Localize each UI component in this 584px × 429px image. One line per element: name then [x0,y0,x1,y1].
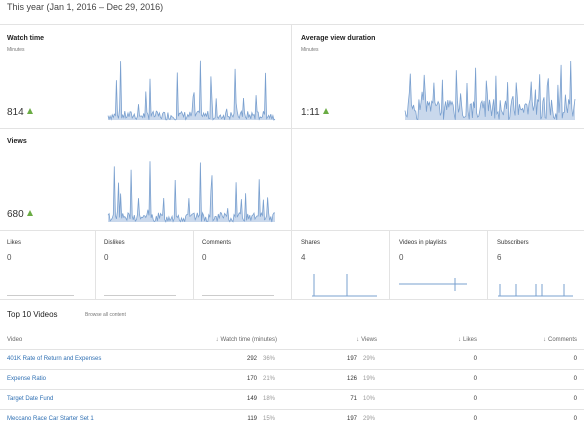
col-video[interactable]: Video [0,331,134,350]
watch-time-cell: 292 36% [134,349,284,370]
watch-time-unit: Minutes [7,47,25,53]
up-triangle-icon [322,108,329,114]
likes-cell: 0 [384,369,484,390]
subscribers-title: Subscribers [497,240,529,246]
sort-arrow-down-icon: ↓ [215,336,219,343]
likes-cell: 0 [384,349,484,370]
watch-time-cell: 170 21% [134,369,284,390]
shares-title: Shares [301,240,321,246]
watch-time-sparkline [107,60,276,121]
subscribers-sparkline [498,284,573,297]
table-row[interactable]: Expense Ratio 170 21% 126 19% 0 0 [0,369,584,390]
views-cell: 197 29% [284,349,384,370]
views-title: Views [7,138,27,145]
date-range-label[interactable]: This year (Jan 1, 2016 – Dec 29, 2016) [7,2,164,12]
views-value: 680 [7,209,33,220]
videos-in-playlists-title: Videos in playlists [399,240,447,246]
comments-cell: 0 [484,409,584,429]
comments-title: Comments [202,240,232,246]
comments-cell: 0 [484,389,584,410]
col-comments[interactable]: ↓ Comments [484,331,584,350]
views-cell: 71 10% [284,389,384,410]
views-sparkline [107,161,275,223]
table-row[interactable]: 401K Rate of Return and Expenses 292 36% … [0,349,584,370]
up-triangle-icon [26,210,33,216]
avg-view-duration-title: Average view duration [301,35,376,42]
dislikes-title: Dislikes [104,240,125,246]
video-title-link[interactable]: 401K Rate of Return and Expenses [0,349,134,370]
likes-cell: 0 [384,409,484,429]
arrow-down-icon: ↓ [457,336,461,343]
avg-view-duration-sparkline [404,60,576,121]
comments-value: 0 [202,253,207,262]
top10-title: Top 10 Videos [7,310,58,319]
watch-time-title: Watch time [7,35,45,42]
arrow-down-icon: ↓ [356,336,360,343]
views-cell: 126 19% [284,369,384,390]
video-title-link[interactable]: Target Date Fund [0,389,134,410]
avg-view-duration-unit: Minutes [301,47,319,53]
table-row[interactable]: Target Date Fund 149 18% 71 10% 0 0 [0,389,584,410]
comments-cell: 0 [484,349,584,370]
likes-cell: 0 [384,389,484,410]
watch-time-cell: 149 18% [134,389,284,410]
watch-time-cell: 119 15% [134,409,284,429]
subscribers-value: 6 [497,253,502,262]
col-views[interactable]: ↓ Views [284,331,384,350]
up-triangle-icon [26,108,33,114]
comments-cell: 0 [484,369,584,390]
views-cell: 197 29% [284,409,384,429]
col-watch-time[interactable]: ↓ Watch time (minutes) [134,331,284,350]
likes-value: 0 [7,253,12,262]
shares-sparkline [312,274,377,297]
video-title-link[interactable]: Expense Ratio [0,369,134,390]
dislikes-value: 0 [104,253,109,262]
arrow-down-icon: ↓ [542,336,546,343]
shares-value: 4 [301,253,306,262]
likes-title: Likes [7,240,22,246]
col-likes[interactable]: ↓ Likes [384,331,484,350]
avg-view-duration-value: 1:11 [301,107,329,118]
videos-in-playlists-value: 0 [399,253,404,262]
video-title-link[interactable]: Meccano Race Car Starter Set 1 [0,409,134,429]
videos-in-playlists-sparkline [399,278,467,291]
top-videos-table: Video ↓ Watch time (minutes) ↓ Views ↓ Like… [0,331,584,429]
watch-time-value: 814 [7,107,33,118]
table-row[interactable]: Meccano Race Car Starter Set 1 119 15% 19… [0,409,584,429]
browse-all-content-link[interactable]: Browse all content [85,312,126,318]
